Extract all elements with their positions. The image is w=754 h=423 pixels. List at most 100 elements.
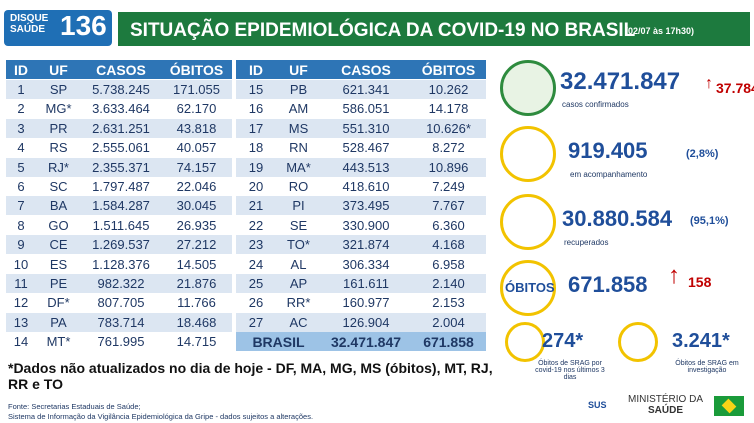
table-cell: 161.611 (342, 276, 390, 291)
table-row: 9 CE 1.269.537 27.212 (6, 235, 232, 255)
table-cell: PE (49, 276, 68, 291)
logo-text: DISQUE SAÚDE (10, 13, 48, 35)
table-cell: 6.360 (432, 217, 465, 233)
icon-recovered (500, 194, 556, 250)
table-cell: 6 (17, 179, 25, 194)
column-header: UF (49, 61, 68, 78)
title-bar (118, 12, 750, 46)
table-cell: 6.958 (432, 256, 465, 272)
table-cell: 528.467 (342, 140, 390, 156)
table-cell: 761.995 (97, 334, 145, 350)
table-cell: 11 (14, 276, 28, 291)
table-cell: DF* (47, 295, 70, 311)
table-cell: CE (49, 237, 68, 253)
table-cell: 1.511.645 (92, 217, 150, 233)
table-cell: 30.045 (176, 198, 217, 214)
table-row: 13 PA 783.714 18.468 (6, 312, 232, 332)
sources: Fonte: Secretarias Estaduais de Saúde; Si… (8, 402, 313, 422)
table-cell: 14 (13, 334, 29, 350)
logo (4, 10, 112, 46)
ministry-line: MINISTÉRIO DA (628, 394, 704, 405)
table-cell: 3.633.464 (92, 101, 150, 117)
table-cell: 21 (248, 198, 264, 214)
table-cell: RR* (286, 295, 311, 311)
table-cell: MT* (46, 334, 71, 350)
table-cell: 8.272 (432, 140, 465, 156)
table-cell: 16 (248, 101, 264, 117)
cases-value: 32.471.847 (560, 68, 681, 95)
table-cell: SP (49, 82, 68, 97)
table-row: 2 MG* 3.633.464 62.170 (6, 99, 232, 118)
table-cell: 24 (248, 256, 264, 272)
table-cell: 22 (248, 217, 264, 233)
table-cell: MS (288, 120, 309, 136)
table-cell: RS (49, 140, 68, 156)
arrow: ↑ (705, 75, 713, 92)
table-cell: PR (49, 120, 68, 136)
table-cell: AC (289, 314, 308, 330)
table-cell: 74.157 (176, 159, 217, 175)
table-cell: 5.738.245 (92, 82, 150, 97)
table-cell: 18.468 (176, 314, 217, 330)
table-cell: 13 (13, 314, 29, 330)
monitoring-label: em acompanhamento (570, 170, 648, 179)
deaths-change: 158 (688, 274, 712, 290)
table-row: 11 PE 982.322 21.876 (6, 274, 232, 293)
table-cell: 126.904 (342, 314, 390, 330)
table-cell: 306.334 (342, 256, 390, 272)
table-cell: PA (50, 314, 67, 330)
table-cell: SE (289, 217, 308, 233)
table-cell: 20 (248, 179, 264, 194)
table-cell: AP (289, 276, 308, 291)
table-cell: BRASIL (252, 333, 305, 350)
table-cell: 418.610 (342, 179, 390, 194)
icon-virus (500, 60, 556, 116)
table-header: ID UF CASOS ÓBITOS (236, 60, 486, 79)
icon-calendar (505, 322, 545, 362)
table-cell: 443.513 (342, 159, 390, 175)
footnote: *Dados não atualizados no dia de hoje - … (8, 360, 493, 392)
table-row: 25 AP 161.611 2.140 (236, 274, 486, 293)
table-header: ID UF CASOS ÓBITOS (6, 60, 232, 79)
monitoring-value: 919.405 (568, 138, 648, 163)
table-cell: 2.631.251 (92, 120, 150, 136)
table-cell: 2.153 (432, 295, 465, 311)
srag-investigation-value: 3.241* (672, 330, 730, 352)
table-cell: 671.858 (423, 333, 474, 350)
srag-investigation-label: Óbitos de SRAG em investigação (675, 360, 739, 374)
table-cell: 2.004 (432, 314, 465, 330)
table-cell: 62.170 (176, 101, 217, 117)
table-row: 4 RS 2.555.061 40.057 (6, 138, 232, 157)
source: Fonte: Secretarias Estaduais de Saúde; (8, 402, 141, 411)
table-row: 3 PR 2.631.251 43.818 (6, 118, 232, 138)
table-row: 7 BA 1.584.287 30.045 (6, 196, 232, 216)
table-cell: AM (288, 101, 309, 117)
table-cell: 7.249 (432, 179, 465, 194)
icon-clipboard (500, 126, 556, 182)
table-cell: MG* (45, 101, 72, 117)
recovered-value: 30.880.584 (562, 206, 673, 231)
table-cell: 15 (248, 82, 264, 97)
cases-label: casos confirmados (562, 100, 629, 109)
column-header: ID (249, 61, 263, 78)
table-cell: 19 (248, 159, 264, 175)
table-cell: 18 (248, 140, 264, 156)
table-cell: 10 (13, 256, 29, 272)
column-header: CASOS (96, 61, 146, 78)
table-row: 22 SE 330.900 6.360 (236, 216, 486, 235)
table-cell: PB (289, 82, 308, 97)
table-cell: 2.355.371 (92, 159, 150, 175)
table-cell: 26.935 (176, 217, 217, 233)
icon-search (618, 322, 658, 362)
table-cell: RN (289, 140, 308, 156)
table-cell: 4.168 (432, 237, 465, 253)
table-cell: 9 (17, 237, 25, 253)
date: (02/07 às 17h30) (625, 26, 695, 36)
table-cell: 160.977 (342, 295, 390, 311)
recovered-label: recuperados (564, 238, 609, 247)
table-cell: 1.128.376 (92, 256, 150, 272)
table-cell: 10.262 (428, 82, 469, 97)
column-header: UF (289, 61, 308, 78)
table-cell: 1 (17, 82, 25, 97)
